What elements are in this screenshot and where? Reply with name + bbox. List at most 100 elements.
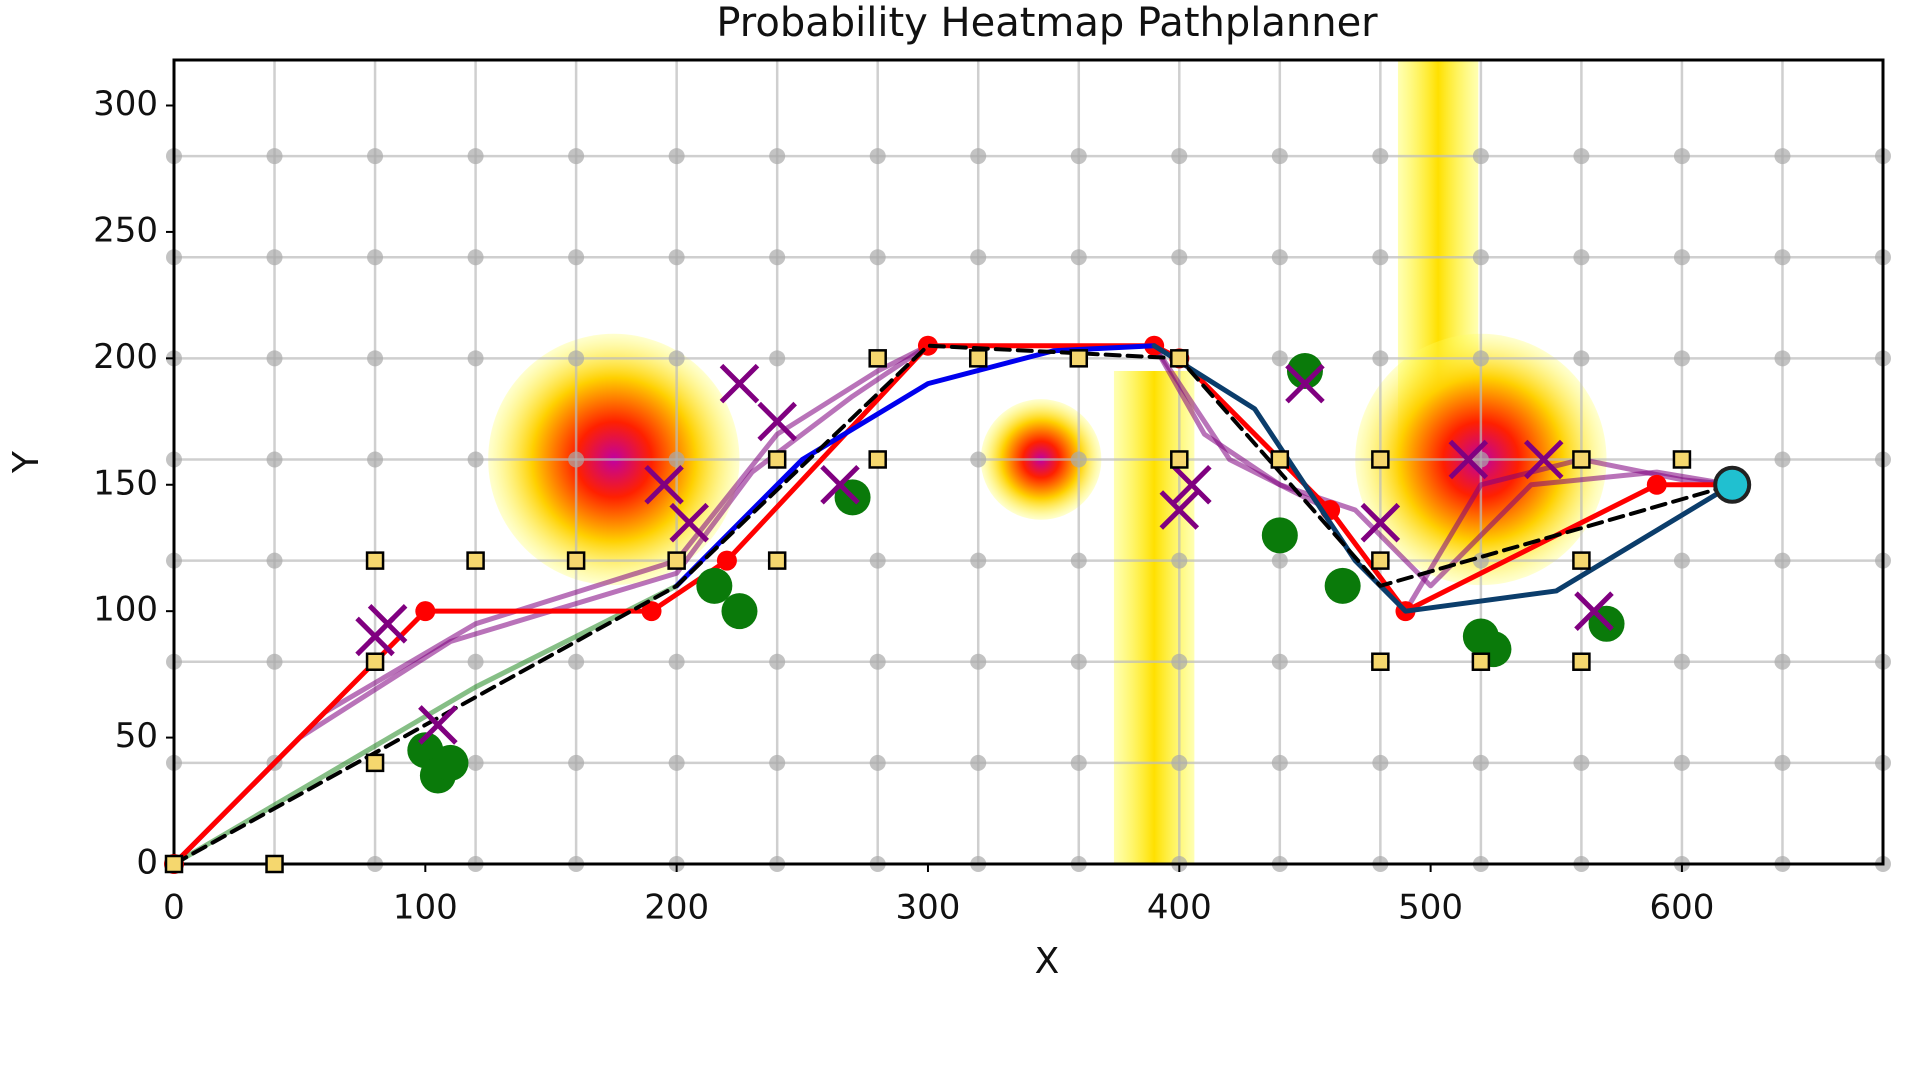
grid-node: [1774, 249, 1791, 266]
grid-node: [467, 653, 484, 670]
grid-node: [970, 653, 987, 670]
y-tick-label: 150: [93, 463, 158, 503]
grid-node: [467, 148, 484, 165]
grid-node: [869, 249, 886, 266]
obstacle: [432, 744, 469, 781]
grid-node: [668, 249, 685, 266]
grid-node: [1171, 653, 1188, 670]
grid-node: [1171, 552, 1188, 569]
y-tick-label: 100: [93, 590, 158, 630]
grid-node: [1673, 754, 1690, 771]
grid-node: [668, 754, 685, 771]
grid-node: [1070, 552, 1087, 569]
grid-node: [668, 653, 685, 670]
cross-marker: [1159, 490, 1200, 530]
obstacle: [696, 567, 733, 604]
waypoint: [1069, 349, 1089, 368]
grid-node: [1774, 653, 1791, 670]
waypoint: [1270, 450, 1290, 469]
grid-node: [1372, 350, 1389, 367]
grid-node: [467, 754, 484, 771]
grid-node: [1774, 451, 1791, 468]
grid-node: [266, 249, 283, 266]
waypoint: [365, 551, 385, 570]
grid-node: [1070, 249, 1087, 266]
waypoint: [1572, 652, 1591, 671]
path-line: [674, 343, 1157, 589]
waypoint: [1371, 450, 1390, 469]
grid-node: [668, 148, 685, 165]
cross-marker: [1285, 363, 1325, 404]
x-tick-label: 400: [1147, 888, 1212, 928]
waypoint: [365, 753, 385, 773]
path-vertex: [716, 550, 737, 571]
cross-marker: [1360, 502, 1401, 543]
grid-node: [367, 148, 384, 165]
grid-node: [1573, 148, 1590, 165]
grid-node: [266, 148, 283, 165]
grid-node: [1271, 350, 1288, 367]
waypoint: [767, 450, 787, 469]
waypoint: [1371, 652, 1390, 671]
grid-node: [1673, 350, 1690, 367]
y-tick-label: 300: [93, 84, 158, 124]
grid-node: [1673, 653, 1690, 670]
grid-node: [1271, 552, 1288, 569]
grid-node: [467, 350, 484, 367]
grid-node: [970, 552, 987, 569]
cross-marker: [1172, 464, 1212, 505]
path-line: [172, 343, 1735, 866]
grid-node: [1070, 653, 1087, 670]
grid-node: [367, 249, 384, 266]
waypoint: [1170, 450, 1189, 469]
grid-node: [1774, 148, 1791, 165]
grid-node: [568, 451, 585, 468]
grid-node: [1271, 653, 1288, 670]
grid-node: [1573, 350, 1590, 367]
plot-frame: [172, 58, 1885, 866]
grid-node: [1673, 249, 1690, 266]
waypoint: [265, 854, 284, 874]
grid-node: [1070, 754, 1087, 771]
grid-node: [266, 451, 283, 468]
x-tick-label: 0: [163, 888, 185, 928]
path-vertex: [641, 601, 662, 622]
grid-node: [1070, 148, 1087, 165]
grid-node: [266, 552, 283, 569]
grid-node: [1774, 350, 1791, 367]
grid-node: [1573, 754, 1590, 771]
grid-node: [1171, 249, 1188, 266]
obstacle: [721, 593, 758, 630]
waypoint: [1471, 652, 1491, 671]
grid-node: [769, 148, 786, 165]
grid-node: [769, 653, 786, 670]
y-tick-label: 250: [93, 210, 158, 250]
grid-node: [1372, 754, 1389, 771]
grid-node: [970, 249, 987, 266]
path-vertex: [1646, 474, 1667, 495]
waypoint: [466, 551, 485, 570]
grid-node: [1673, 148, 1690, 165]
grid-node: [970, 148, 987, 165]
grid-node: [1171, 754, 1188, 771]
grid-node: [869, 754, 886, 771]
grid-node: [1372, 249, 1389, 266]
cross-marker: [757, 401, 797, 442]
waypoint: [1371, 551, 1390, 570]
waypoint: [767, 551, 787, 570]
grid-node: [467, 249, 484, 266]
grid-node: [568, 249, 585, 266]
grid-node: [1472, 754, 1489, 771]
waypoint: [968, 349, 988, 368]
cross-marker: [367, 604, 408, 644]
waypoint: [868, 349, 887, 368]
grid-node: [1372, 148, 1389, 165]
path-line: [171, 583, 680, 867]
grid-node: [1472, 350, 1489, 367]
waypoint: [566, 551, 586, 570]
grid-node: [266, 350, 283, 367]
waypoint: [1572, 450, 1591, 469]
cross-marker: [1574, 591, 1614, 631]
